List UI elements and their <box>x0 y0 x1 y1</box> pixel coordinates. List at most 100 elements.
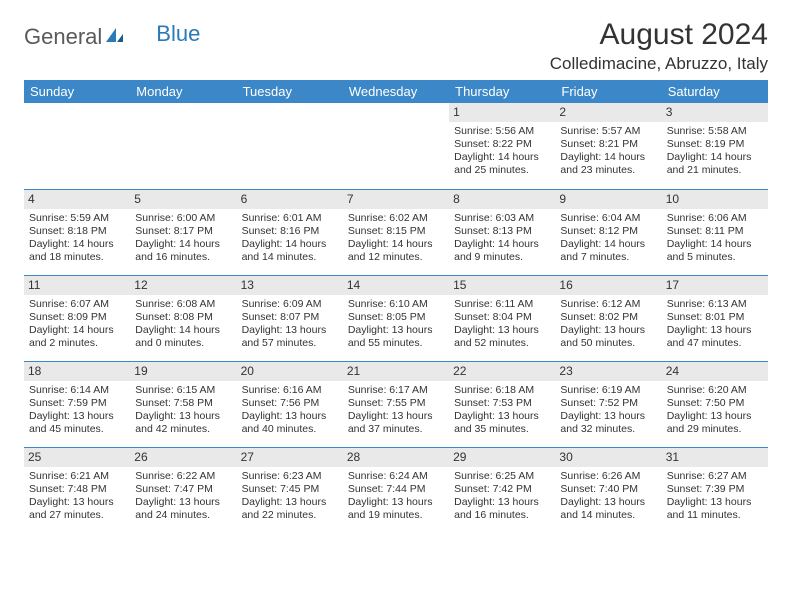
day-number: 7 <box>343 190 449 209</box>
header: General Blue August 2024 Colledimacine, … <box>24 18 768 74</box>
sunset-text: Sunset: 7:47 PM <box>135 483 231 496</box>
day-number: 8 <box>449 190 555 209</box>
sunset-text: Sunset: 7:42 PM <box>454 483 550 496</box>
sunset-text: Sunset: 7:59 PM <box>29 397 125 410</box>
calendar-cell: 11Sunrise: 6:07 AMSunset: 8:09 PMDayligh… <box>24 275 130 361</box>
day-number: 12 <box>130 276 236 295</box>
day-number: 11 <box>24 276 130 295</box>
day-number: 23 <box>555 362 661 381</box>
day-number: 13 <box>237 276 343 295</box>
sunset-text: Sunset: 8:01 PM <box>667 311 763 324</box>
calendar-cell: . <box>24 103 130 189</box>
sunrise-text: Sunrise: 6:09 AM <box>242 298 338 311</box>
calendar-page: General Blue August 2024 Colledimacine, … <box>0 0 792 545</box>
sunset-text: Sunset: 8:08 PM <box>135 311 231 324</box>
day-number: 15 <box>449 276 555 295</box>
day-number: 9 <box>555 190 661 209</box>
sunset-text: Sunset: 8:12 PM <box>560 225 656 238</box>
daylight-text: Daylight: 14 hours and 7 minutes. <box>560 238 656 264</box>
calendar-cell: 5Sunrise: 6:00 AMSunset: 8:17 PMDaylight… <box>130 189 236 275</box>
weekday-header: Sunday <box>24 80 130 103</box>
sunrise-text: Sunrise: 6:19 AM <box>560 384 656 397</box>
calendar-cell: . <box>130 103 236 189</box>
sunrise-text: Sunrise: 6:27 AM <box>667 470 763 483</box>
weekday-header: Wednesday <box>343 80 449 103</box>
calendar-cell: 4Sunrise: 5:59 AMSunset: 8:18 PMDaylight… <box>24 189 130 275</box>
sunrise-text: Sunrise: 6:24 AM <box>348 470 444 483</box>
daylight-text: Daylight: 13 hours and 42 minutes. <box>135 410 231 436</box>
calendar-cell: 6Sunrise: 6:01 AMSunset: 8:16 PMDaylight… <box>237 189 343 275</box>
sunrise-text: Sunrise: 6:26 AM <box>560 470 656 483</box>
sunset-text: Sunset: 7:48 PM <box>29 483 125 496</box>
sunset-text: Sunset: 7:58 PM <box>135 397 231 410</box>
sunrise-text: Sunrise: 6:23 AM <box>242 470 338 483</box>
sunset-text: Sunset: 7:45 PM <box>242 483 338 496</box>
day-number: 10 <box>662 190 768 209</box>
calendar-cell: 17Sunrise: 6:13 AMSunset: 8:01 PMDayligh… <box>662 275 768 361</box>
day-number: 25 <box>24 448 130 467</box>
sunset-text: Sunset: 7:50 PM <box>667 397 763 410</box>
sunset-text: Sunset: 8:17 PM <box>135 225 231 238</box>
day-number: 17 <box>662 276 768 295</box>
calendar-cell: 20Sunrise: 6:16 AMSunset: 7:56 PMDayligh… <box>237 361 343 447</box>
day-number: 16 <box>555 276 661 295</box>
day-number: 4 <box>24 190 130 209</box>
daylight-text: Daylight: 14 hours and 16 minutes. <box>135 238 231 264</box>
calendar-cell: 28Sunrise: 6:24 AMSunset: 7:44 PMDayligh… <box>343 447 449 533</box>
daylight-text: Daylight: 13 hours and 32 minutes. <box>560 410 656 436</box>
calendar-cell: 1Sunrise: 5:56 AMSunset: 8:22 PMDaylight… <box>449 103 555 189</box>
daylight-text: Daylight: 14 hours and 21 minutes. <box>667 151 763 177</box>
daylight-text: Daylight: 14 hours and 12 minutes. <box>348 238 444 264</box>
daylight-text: Daylight: 13 hours and 24 minutes. <box>135 496 231 522</box>
daylight-text: Daylight: 13 hours and 47 minutes. <box>667 324 763 350</box>
weekday-header: Thursday <box>449 80 555 103</box>
day-number: 31 <box>662 448 768 467</box>
daylight-text: Daylight: 13 hours and 22 minutes. <box>242 496 338 522</box>
daylight-text: Daylight: 14 hours and 14 minutes. <box>242 238 338 264</box>
sunset-text: Sunset: 8:02 PM <box>560 311 656 324</box>
sunset-text: Sunset: 7:40 PM <box>560 483 656 496</box>
day-number: 28 <box>343 448 449 467</box>
sunrise-text: Sunrise: 6:01 AM <box>242 212 338 225</box>
calendar-cell: 23Sunrise: 6:19 AMSunset: 7:52 PMDayligh… <box>555 361 661 447</box>
daylight-text: Daylight: 13 hours and 16 minutes. <box>454 496 550 522</box>
calendar-row: 18Sunrise: 6:14 AMSunset: 7:59 PMDayligh… <box>24 361 768 447</box>
sunset-text: Sunset: 8:16 PM <box>242 225 338 238</box>
sunset-text: Sunset: 8:15 PM <box>348 225 444 238</box>
sunset-text: Sunset: 8:21 PM <box>560 138 656 151</box>
sunrise-text: Sunrise: 6:10 AM <box>348 298 444 311</box>
daylight-text: Daylight: 13 hours and 55 minutes. <box>348 324 444 350</box>
day-number: 5 <box>130 190 236 209</box>
sunrise-text: Sunrise: 6:12 AM <box>560 298 656 311</box>
day-number: 27 <box>237 448 343 467</box>
daylight-text: Daylight: 13 hours and 11 minutes. <box>667 496 763 522</box>
day-number: 29 <box>449 448 555 467</box>
calendar-cell: 21Sunrise: 6:17 AMSunset: 7:55 PMDayligh… <box>343 361 449 447</box>
day-number: 21 <box>343 362 449 381</box>
sunset-text: Sunset: 8:19 PM <box>667 138 763 151</box>
calendar-cell: 30Sunrise: 6:26 AMSunset: 7:40 PMDayligh… <box>555 447 661 533</box>
sunset-text: Sunset: 7:56 PM <box>242 397 338 410</box>
month-title: August 2024 <box>550 18 768 52</box>
sunrise-text: Sunrise: 6:25 AM <box>454 470 550 483</box>
calendar-cell: 19Sunrise: 6:15 AMSunset: 7:58 PMDayligh… <box>130 361 236 447</box>
calendar-cell: 8Sunrise: 6:03 AMSunset: 8:13 PMDaylight… <box>449 189 555 275</box>
location-text: Colledimacine, Abruzzo, Italy <box>550 54 768 74</box>
daylight-text: Daylight: 13 hours and 57 minutes. <box>242 324 338 350</box>
daylight-text: Daylight: 13 hours and 29 minutes. <box>667 410 763 436</box>
daylight-text: Daylight: 13 hours and 52 minutes. <box>454 324 550 350</box>
calendar-cell: 2Sunrise: 5:57 AMSunset: 8:21 PMDaylight… <box>555 103 661 189</box>
sunrise-text: Sunrise: 6:04 AM <box>560 212 656 225</box>
calendar-table: Sunday Monday Tuesday Wednesday Thursday… <box>24 80 768 533</box>
sunset-text: Sunset: 8:07 PM <box>242 311 338 324</box>
calendar-cell: 7Sunrise: 6:02 AMSunset: 8:15 PMDaylight… <box>343 189 449 275</box>
day-number: 24 <box>662 362 768 381</box>
sunset-text: Sunset: 7:55 PM <box>348 397 444 410</box>
daylight-text: Daylight: 14 hours and 18 minutes. <box>29 238 125 264</box>
sunrise-text: Sunrise: 5:58 AM <box>667 125 763 138</box>
sunrise-text: Sunrise: 6:16 AM <box>242 384 338 397</box>
calendar-row: 25Sunrise: 6:21 AMSunset: 7:48 PMDayligh… <box>24 447 768 533</box>
title-block: August 2024 Colledimacine, Abruzzo, Ital… <box>550 18 768 74</box>
calendar-body: ....1Sunrise: 5:56 AMSunset: 8:22 PMDayl… <box>24 103 768 533</box>
weekday-header: Friday <box>555 80 661 103</box>
